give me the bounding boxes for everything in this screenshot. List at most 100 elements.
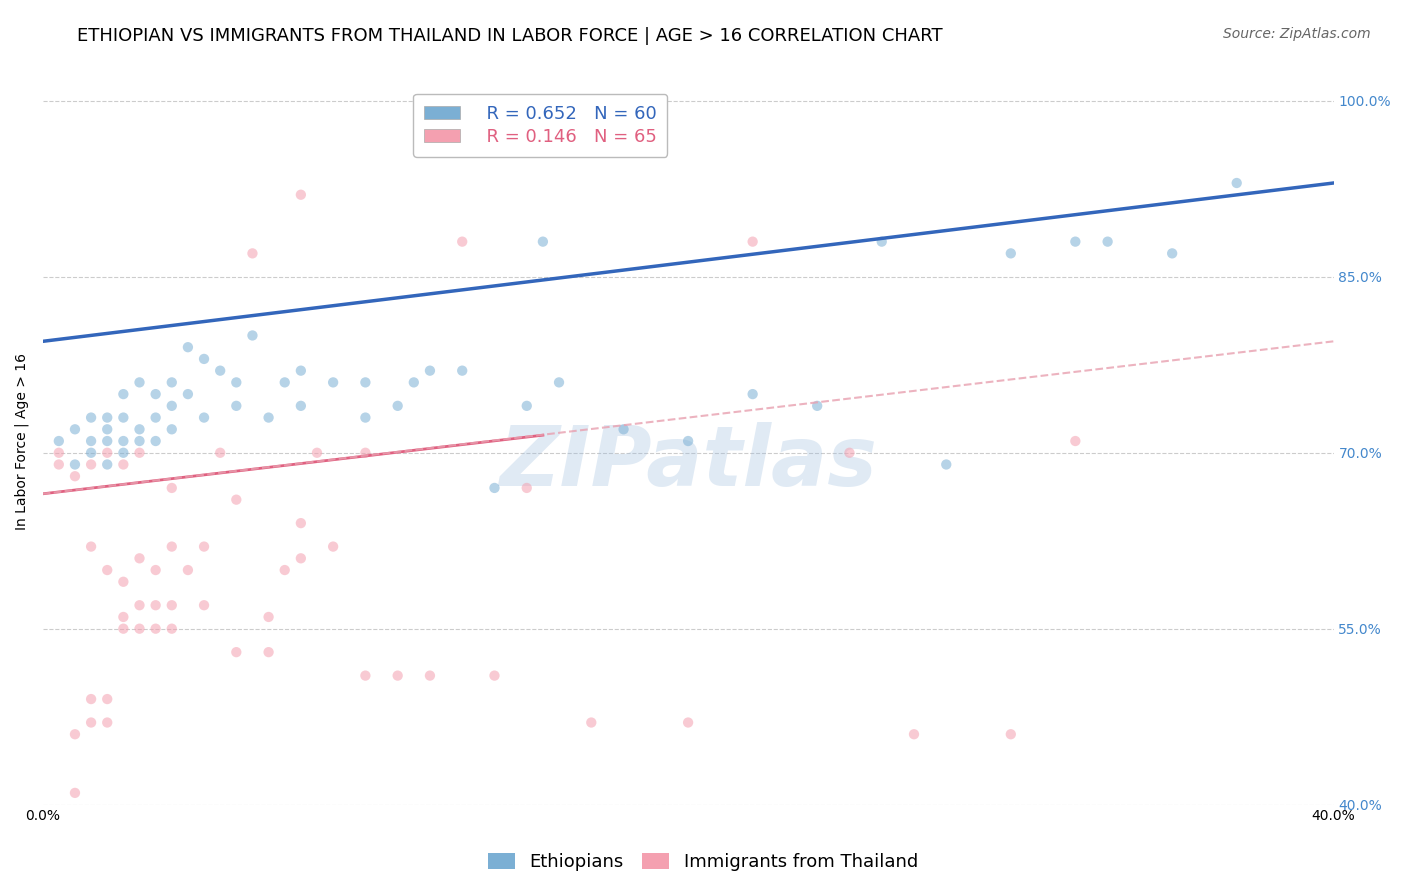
Text: ZIPatlas: ZIPatlas <box>499 422 877 503</box>
Point <box>96 692 118 706</box>
Point <box>96 434 118 448</box>
Point <box>257 610 280 624</box>
Point <box>145 434 167 448</box>
Point <box>193 351 215 366</box>
Point <box>209 446 232 460</box>
Point <box>548 376 571 390</box>
Point <box>80 446 103 460</box>
Point <box>48 434 70 448</box>
Point <box>96 410 118 425</box>
Point <box>1000 727 1022 741</box>
Point <box>387 668 409 682</box>
Point <box>112 434 135 448</box>
Point <box>935 458 957 472</box>
Point <box>177 340 200 354</box>
Point <box>613 422 636 436</box>
Point <box>1064 434 1087 448</box>
Point <box>419 668 441 682</box>
Point <box>354 668 377 682</box>
Point <box>96 458 118 472</box>
Point <box>128 446 150 460</box>
Point <box>128 422 150 436</box>
Point <box>209 364 232 378</box>
Point <box>1161 246 1184 260</box>
Legend: Ethiopians, Immigrants from Thailand: Ethiopians, Immigrants from Thailand <box>481 846 925 879</box>
Point <box>160 399 183 413</box>
Point <box>451 235 474 249</box>
Point <box>112 574 135 589</box>
Point <box>96 715 118 730</box>
Point <box>242 328 264 343</box>
Point <box>145 387 167 401</box>
Point <box>451 364 474 378</box>
Point <box>305 446 328 460</box>
Point <box>741 235 763 249</box>
Point <box>80 715 103 730</box>
Point <box>80 458 103 472</box>
Point <box>160 622 183 636</box>
Point <box>128 434 150 448</box>
Point <box>128 551 150 566</box>
Point <box>96 422 118 436</box>
Point <box>160 422 183 436</box>
Point <box>581 715 603 730</box>
Point <box>225 399 247 413</box>
Point <box>80 540 103 554</box>
Point <box>1226 176 1249 190</box>
Point <box>145 599 167 613</box>
Point <box>48 458 70 472</box>
Point <box>160 481 183 495</box>
Point <box>322 376 344 390</box>
Point <box>225 376 247 390</box>
Point <box>419 364 441 378</box>
Text: ETHIOPIAN VS IMMIGRANTS FROM THAILAND IN LABOR FORCE | AGE > 16 CORRELATION CHAR: ETHIOPIAN VS IMMIGRANTS FROM THAILAND IN… <box>77 27 943 45</box>
Point <box>290 551 312 566</box>
Legend:   R = 0.652   N = 60,   R = 0.146   N = 65: R = 0.652 N = 60, R = 0.146 N = 65 <box>413 94 668 157</box>
Point <box>48 446 70 460</box>
Point <box>128 376 150 390</box>
Point <box>96 563 118 577</box>
Point <box>257 645 280 659</box>
Point <box>806 399 828 413</box>
Point <box>177 387 200 401</box>
Point <box>112 387 135 401</box>
Point <box>290 516 312 530</box>
Point <box>1064 235 1087 249</box>
Point <box>160 540 183 554</box>
Point <box>484 668 506 682</box>
Point <box>676 715 699 730</box>
Point <box>112 458 135 472</box>
Point <box>257 410 280 425</box>
Point <box>225 492 247 507</box>
Point <box>1097 235 1119 249</box>
Point <box>322 540 344 554</box>
Point <box>80 434 103 448</box>
Point <box>676 434 699 448</box>
Point <box>870 235 893 249</box>
Point <box>145 622 167 636</box>
Point <box>290 364 312 378</box>
Point <box>531 235 554 249</box>
Point <box>63 727 86 741</box>
Point <box>387 399 409 413</box>
Point <box>741 387 763 401</box>
Point <box>145 563 167 577</box>
Text: Source: ZipAtlas.com: Source: ZipAtlas.com <box>1223 27 1371 41</box>
Point <box>193 410 215 425</box>
Point <box>128 599 150 613</box>
Point <box>112 410 135 425</box>
Point <box>145 410 167 425</box>
Point <box>290 399 312 413</box>
Point <box>354 410 377 425</box>
Point <box>63 458 86 472</box>
Point <box>193 599 215 613</box>
Point <box>225 645 247 659</box>
Point <box>516 399 538 413</box>
Point <box>80 692 103 706</box>
Point <box>274 563 297 577</box>
Point <box>112 610 135 624</box>
Point <box>128 622 150 636</box>
Point <box>177 563 200 577</box>
Point <box>160 599 183 613</box>
Point <box>112 622 135 636</box>
